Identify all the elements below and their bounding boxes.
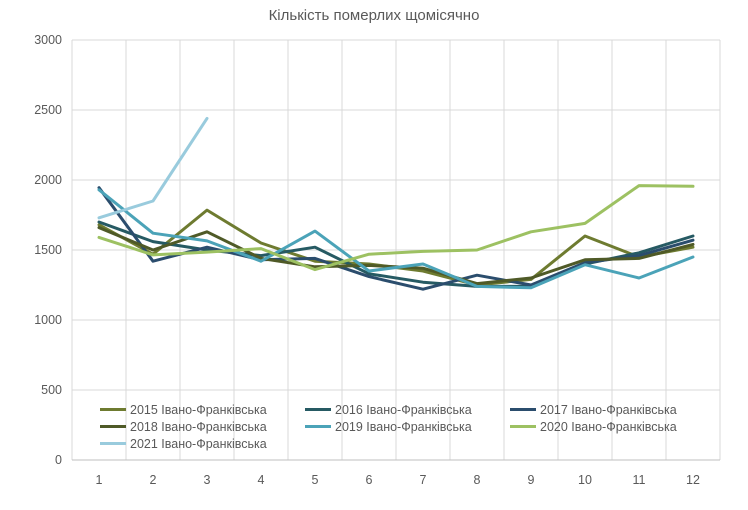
legend-swatch-line (305, 408, 331, 411)
y-tick-label: 1500 (34, 243, 62, 257)
legend-swatch-line (510, 408, 536, 411)
x-tick-label: 3 (204, 473, 211, 487)
y-tick-label: 0 (55, 453, 62, 467)
series-line-2021 (97, 116, 209, 220)
legend-label: 2016 Івано-Франківська (335, 402, 472, 417)
series-line-2017 (97, 186, 695, 291)
x-tick-label: 9 (528, 473, 535, 487)
legend-swatch-line (100, 442, 126, 445)
legend-swatch-line (510, 425, 536, 428)
y-axis-labels: 0 500 1000 1500 2000 2500 3000 (34, 33, 62, 467)
y-tick-label: 1000 (34, 313, 62, 327)
y-tick-label: 500 (41, 383, 62, 397)
legend-swatch-line (305, 425, 331, 428)
x-tick-label: 8 (474, 473, 481, 487)
legend-item-2020: 2020 Івано-Франківська (510, 420, 715, 434)
y-tick-label: 2500 (34, 103, 62, 117)
legend-label: 2017 Івано-Франківська (540, 402, 677, 417)
chart-title: Кількість померлих щомісячно (268, 7, 480, 24)
legend-label: 2018 Івано-Франківська (130, 419, 267, 434)
legend-item-2015: 2015 Івано-Франківська (100, 403, 305, 417)
legend-label: 2019 Івано-Франківська (335, 419, 472, 434)
series-line-2019 (97, 188, 695, 290)
x-tick-label: 12 (686, 473, 700, 487)
legend-swatch-line (100, 408, 126, 411)
series-line-2020 (97, 184, 695, 272)
y-tick-label: 2000 (34, 173, 62, 187)
x-tick-label: 11 (633, 473, 646, 487)
legend-swatch-line (100, 425, 126, 428)
legend-label: 2020 Івано-Франківська (540, 419, 677, 434)
x-tick-label: 7 (420, 473, 427, 487)
y-tick-label: 3000 (34, 33, 62, 47)
legend-item-2018: 2018 Івано-Франківська (100, 420, 305, 434)
x-tick-label: 6 (366, 473, 373, 487)
x-tick-label: 2 (150, 473, 157, 487)
legend-label: 2015 Івано-Франківська (130, 402, 267, 417)
legend-label: 2021 Івано-Франківська (130, 436, 267, 451)
legend-item-2021: 2021 Івано-Франківська (100, 437, 305, 451)
legend-item-2016: 2016 Івано-Франківська (305, 403, 510, 417)
x-tick-label: 4 (258, 473, 265, 487)
x-tick-label: 1 (96, 473, 103, 487)
legend-item-2019: 2019 Івано-Франківська (305, 420, 510, 434)
legend-item-2017: 2017 Івано-Франківська (510, 403, 715, 417)
x-axis-labels: 1 2 3 4 5 6 7 8 9 10 11 12 (96, 473, 700, 487)
x-tick-label: 10 (578, 473, 592, 487)
x-tick-label: 5 (312, 473, 319, 487)
chart-legend: 2015 Івано-Франківська 2016 Івано-Франків… (100, 401, 720, 452)
